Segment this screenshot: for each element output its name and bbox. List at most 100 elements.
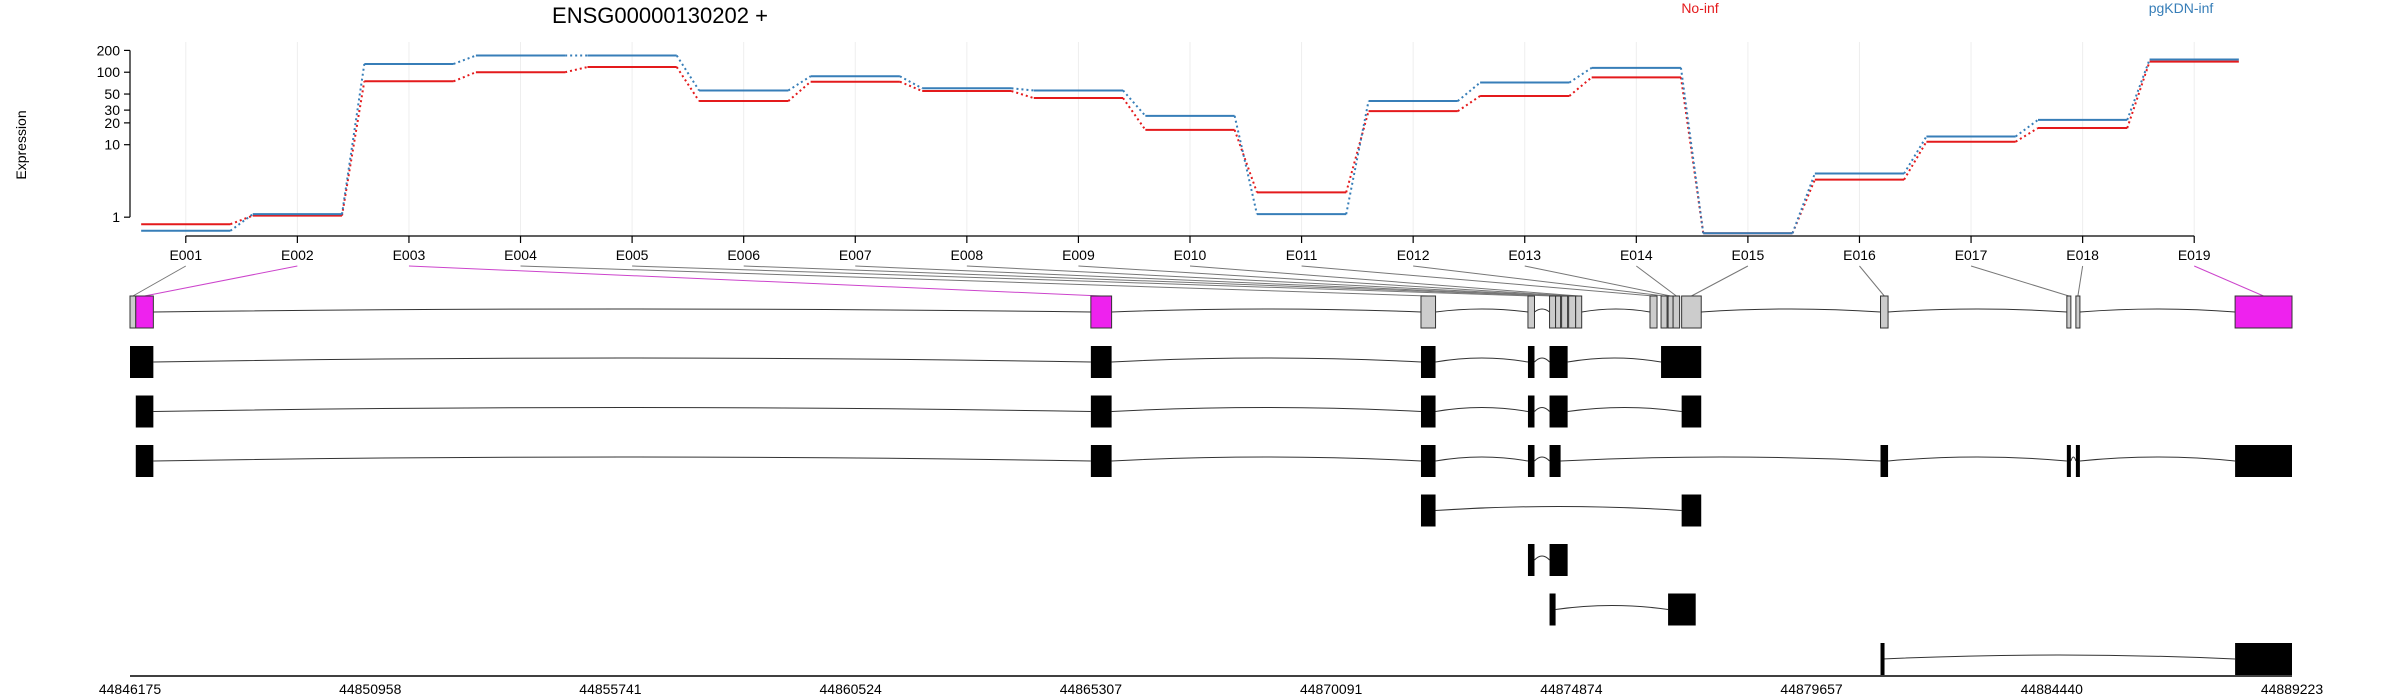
- transcript-intron: [1435, 407, 1529, 412]
- exon-link-e010: [1189, 265, 1579, 297]
- exon-link-e019: [2194, 265, 2264, 297]
- transcript-exon: [1420, 445, 1436, 477]
- intron-e006: [1534, 308, 1550, 313]
- exon-link-e005: [632, 265, 1532, 297]
- transcript-exon: [1527, 395, 1535, 428]
- transcript-intron: [153, 407, 1091, 412]
- exon-link-e001: [132, 265, 187, 297]
- transcript-intron: [1534, 555, 1550, 561]
- exon-e014: [1672, 295, 1681, 329]
- transcript-exon: [1668, 593, 1696, 626]
- intron-e003: [153, 308, 1091, 313]
- exon-e013: [1667, 295, 1674, 329]
- connector-e010: [1233, 115, 1258, 215]
- exon-link-e003: [408, 265, 1102, 297]
- genomic-axis: 44846175 44850958 44855741 44860524 44865307…: [99, 675, 2324, 697]
- exon-e004: [1420, 295, 1437, 329]
- transcript-intron: [2070, 456, 2077, 462]
- connector-e016: [1903, 141, 1928, 181]
- transcript-exon: [1420, 494, 1436, 527]
- connector-e009: [1122, 89, 1147, 117]
- connector-e002: [341, 63, 366, 215]
- x-tick-label-e019: E019: [2178, 247, 2211, 263]
- transcript-exon: [1527, 544, 1535, 576]
- genomic-tick-label-2: 44850958: [339, 681, 402, 697]
- y-tick-label-20: 20: [104, 115, 120, 131]
- transcript-intron: [1567, 357, 1662, 363]
- transcript-intron: [1534, 357, 1550, 363]
- exon-link-e016: [1859, 265, 1885, 297]
- transcript-exon: [135, 395, 154, 428]
- transcript-1: [130, 346, 1702, 378]
- exon-link-e014: [1636, 265, 1677, 297]
- y-axis-label: Expression: [13, 110, 29, 179]
- intron-e016: [1701, 308, 1881, 313]
- connector-e005: [675, 54, 700, 92]
- transcript-exon: [2235, 445, 2292, 477]
- transcript-intron: [153, 456, 1091, 462]
- exon-e011: [1649, 295, 1658, 329]
- transcript-exon: [1549, 346, 1568, 378]
- connector-e014: [1679, 77, 1705, 234]
- connector-e003: [453, 71, 477, 83]
- transcript-exon: [130, 346, 154, 378]
- exon-e006: [1549, 295, 1557, 329]
- connector-e013: [1568, 76, 1593, 97]
- connector-e008: [1011, 87, 1034, 92]
- chart-title: ENSG00000130202 +: [552, 3, 768, 28]
- exon-link-e007: [855, 265, 1559, 297]
- exon-link-e009: [1078, 265, 1573, 297]
- connector-e011: [1345, 100, 1370, 215]
- transcript-intron: [1567, 407, 1682, 412]
- connector-e013: [1568, 66, 1593, 84]
- exon-e005: [1527, 295, 1535, 329]
- x-tick-label-e012: E012: [1397, 247, 1430, 263]
- exon-e012: [1660, 295, 1668, 329]
- legend-no-inf: No-inf: [1681, 0, 1718, 16]
- x-tick-label-e008: E008: [950, 247, 983, 263]
- x-tick-label-e015: E015: [1732, 247, 1765, 263]
- y-tick-label-200: 200: [97, 42, 121, 58]
- transcript-exon: [1527, 346, 1535, 378]
- connector-e010: [1233, 129, 1258, 193]
- intron-e005: [1435, 308, 1529, 313]
- connector-e016: [1903, 135, 1928, 175]
- connector-e018: [2126, 61, 2151, 129]
- transcript-3: [135, 445, 2292, 477]
- transcript-2: [135, 395, 1702, 428]
- transcript-exon: [2066, 445, 2071, 477]
- connector-e008: [1011, 90, 1035, 100]
- intron-e011: [1581, 308, 1651, 313]
- exon-link-e002: [144, 265, 298, 297]
- genomic-tick-label-5: 44865307: [1060, 681, 1123, 697]
- genomic-tick-label-10: 44889223: [2261, 681, 2324, 697]
- exon-e009: [1568, 295, 1577, 329]
- x-tick-label-e018: E018: [2066, 247, 2099, 263]
- transcript-intron: [1111, 407, 1422, 412]
- transcript-5: [1527, 544, 1568, 576]
- exon-link-e012: [1413, 265, 1665, 297]
- y-tick-label-1: 1: [112, 209, 120, 225]
- genomic-tick-label-8: 44879657: [1780, 681, 1843, 697]
- transcript-intron: [1888, 456, 2067, 462]
- transcript-intron: [1882, 654, 2236, 660]
- exon-e003: [1090, 295, 1113, 329]
- exon-link-e008: [966, 265, 1565, 297]
- x-tick-label-e014: E014: [1620, 247, 1653, 263]
- transcript-4: [1420, 494, 1702, 527]
- transcript-intron: [153, 357, 1091, 363]
- connector-e017: [2015, 119, 2039, 138]
- x-tick-label-e016: E016: [1843, 247, 1876, 263]
- exon-link-e017: [1970, 265, 2070, 297]
- exon-link-e015: [1691, 265, 1749, 297]
- y-tick-label-30: 30: [104, 102, 120, 118]
- transcript-exon: [1090, 445, 1112, 477]
- transcript-exon: [1549, 445, 1561, 477]
- connector-e012: [1457, 95, 1481, 113]
- transcript-exon: [1661, 346, 1702, 378]
- grid-lines: [185, 42, 2195, 236]
- exon-link-e006: [743, 265, 1553, 297]
- transcript-intron: [1534, 456, 1550, 462]
- transcript-7: [1880, 643, 2292, 675]
- transcript-exon: [1090, 395, 1112, 428]
